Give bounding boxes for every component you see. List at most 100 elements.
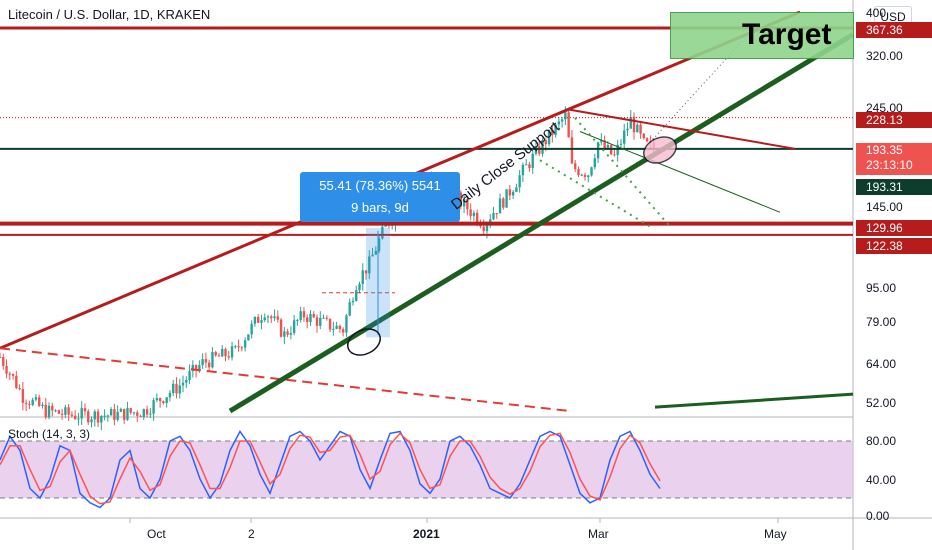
- candle-up: [580, 174, 583, 176]
- indicator-title[interactable]: Stoch (14, 3, 3): [8, 427, 91, 441]
- candle-up: [332, 328, 335, 330]
- y-tick-label: 400: [866, 6, 887, 20]
- chart-title: Litecoin / U.S. Dollar, 1D, KRAKEN: [8, 7, 211, 22]
- candle-up: [560, 119, 564, 122]
- candle-up: [253, 316, 257, 324]
- candle-down: [286, 331, 289, 335]
- candle-up: [345, 315, 348, 333]
- candle-down: [632, 117, 636, 133]
- candle-up: [322, 317, 325, 319]
- candle-up: [489, 219, 492, 224]
- candle-up: [587, 175, 590, 178]
- candle-down: [544, 140, 547, 145]
- candle-down: [11, 374, 15, 376]
- candle-down: [175, 383, 178, 394]
- candle-up: [211, 352, 214, 368]
- candle-up: [518, 175, 521, 188]
- candle-up: [185, 379, 188, 383]
- candle-down: [482, 226, 485, 232]
- candle-down: [83, 408, 87, 412]
- candle-up: [260, 320, 263, 323]
- candle-up: [498, 198, 502, 214]
- candle-down: [642, 133, 646, 139]
- candle-down: [325, 317, 329, 319]
- candle-down: [639, 124, 642, 134]
- candle-down: [162, 401, 165, 404]
- candle-up: [119, 408, 123, 412]
- candle-up: [368, 256, 371, 274]
- x-tick-label: 2: [248, 527, 255, 541]
- candle-down: [194, 364, 198, 370]
- candle-up: [106, 415, 110, 417]
- candle-up: [319, 317, 322, 326]
- candle-down: [129, 408, 132, 413]
- candle-down: [224, 348, 227, 357]
- candle-down: [87, 411, 90, 423]
- candle-up: [116, 411, 119, 420]
- candle-down: [645, 138, 649, 142]
- candle-up: [93, 411, 96, 420]
- candle-down: [15, 375, 18, 388]
- candle-up: [309, 313, 312, 322]
- candle-down: [341, 329, 345, 333]
- candle-down: [2, 357, 5, 366]
- y-tick-label: 64.00: [866, 357, 897, 371]
- candle-down: [70, 414, 74, 416]
- x-tick-label: 2021: [413, 527, 440, 541]
- candle-down: [73, 415, 77, 420]
- candle-up: [168, 392, 172, 398]
- candle-down: [217, 355, 221, 357]
- candle-down: [567, 112, 570, 138]
- candle-down: [237, 346, 240, 348]
- price-tag-level-1: 129.96: [856, 220, 932, 236]
- candle-down: [44, 404, 47, 418]
- candle-down: [583, 174, 587, 178]
- candle-down: [312, 313, 315, 318]
- candle-up: [348, 302, 351, 316]
- candle-up: [289, 333, 293, 335]
- candle-down: [475, 212, 479, 224]
- candle-down: [315, 317, 319, 326]
- candle-up: [191, 364, 195, 372]
- candle-up: [361, 270, 364, 284]
- candle-up: [355, 290, 358, 301]
- candle-down: [122, 408, 126, 420]
- candle-up: [299, 311, 302, 320]
- candle-down: [338, 325, 342, 330]
- candle-up: [273, 316, 276, 319]
- candle-down: [469, 209, 472, 217]
- candle-down: [603, 140, 606, 149]
- dotted-projection-2: [539, 159, 651, 228]
- candle-down: [207, 362, 211, 368]
- candle-up: [557, 121, 561, 125]
- candle-up: [626, 128, 629, 131]
- candle-up: [358, 283, 361, 291]
- y-tick-label: 95.00: [866, 281, 897, 295]
- candle-up: [629, 117, 632, 129]
- candle-down: [551, 129, 554, 136]
- candle-up: [521, 164, 525, 176]
- candle-up: [34, 397, 38, 400]
- candle-up: [126, 408, 129, 420]
- candle-down: [0, 356, 2, 358]
- marker-ellipse-highlight: [643, 136, 677, 164]
- candle-down: [214, 352, 217, 356]
- candle-up: [142, 409, 146, 417]
- candle-up: [462, 199, 466, 207]
- axis-layer: [129, 518, 779, 523]
- candlestick-series: [0, 106, 655, 431]
- candle-up: [155, 398, 159, 401]
- candle-down: [60, 413, 64, 415]
- price-tag-resistance: 228.13: [856, 112, 932, 128]
- price-range-measure[interactable]: 55.41 (78.36%) 5541 9 bars, 9d: [300, 172, 460, 222]
- candle-down: [18, 387, 21, 389]
- candle-down: [51, 405, 54, 411]
- price-tag-last: 193.35 23:13:10: [856, 143, 932, 175]
- candle-up: [221, 348, 224, 357]
- candle-up: [524, 164, 528, 166]
- candle-up: [198, 365, 201, 370]
- candle-down: [302, 311, 306, 318]
- candle-up: [100, 415, 103, 423]
- candle-up: [492, 213, 495, 220]
- price-tag-support: 193.31: [856, 179, 932, 195]
